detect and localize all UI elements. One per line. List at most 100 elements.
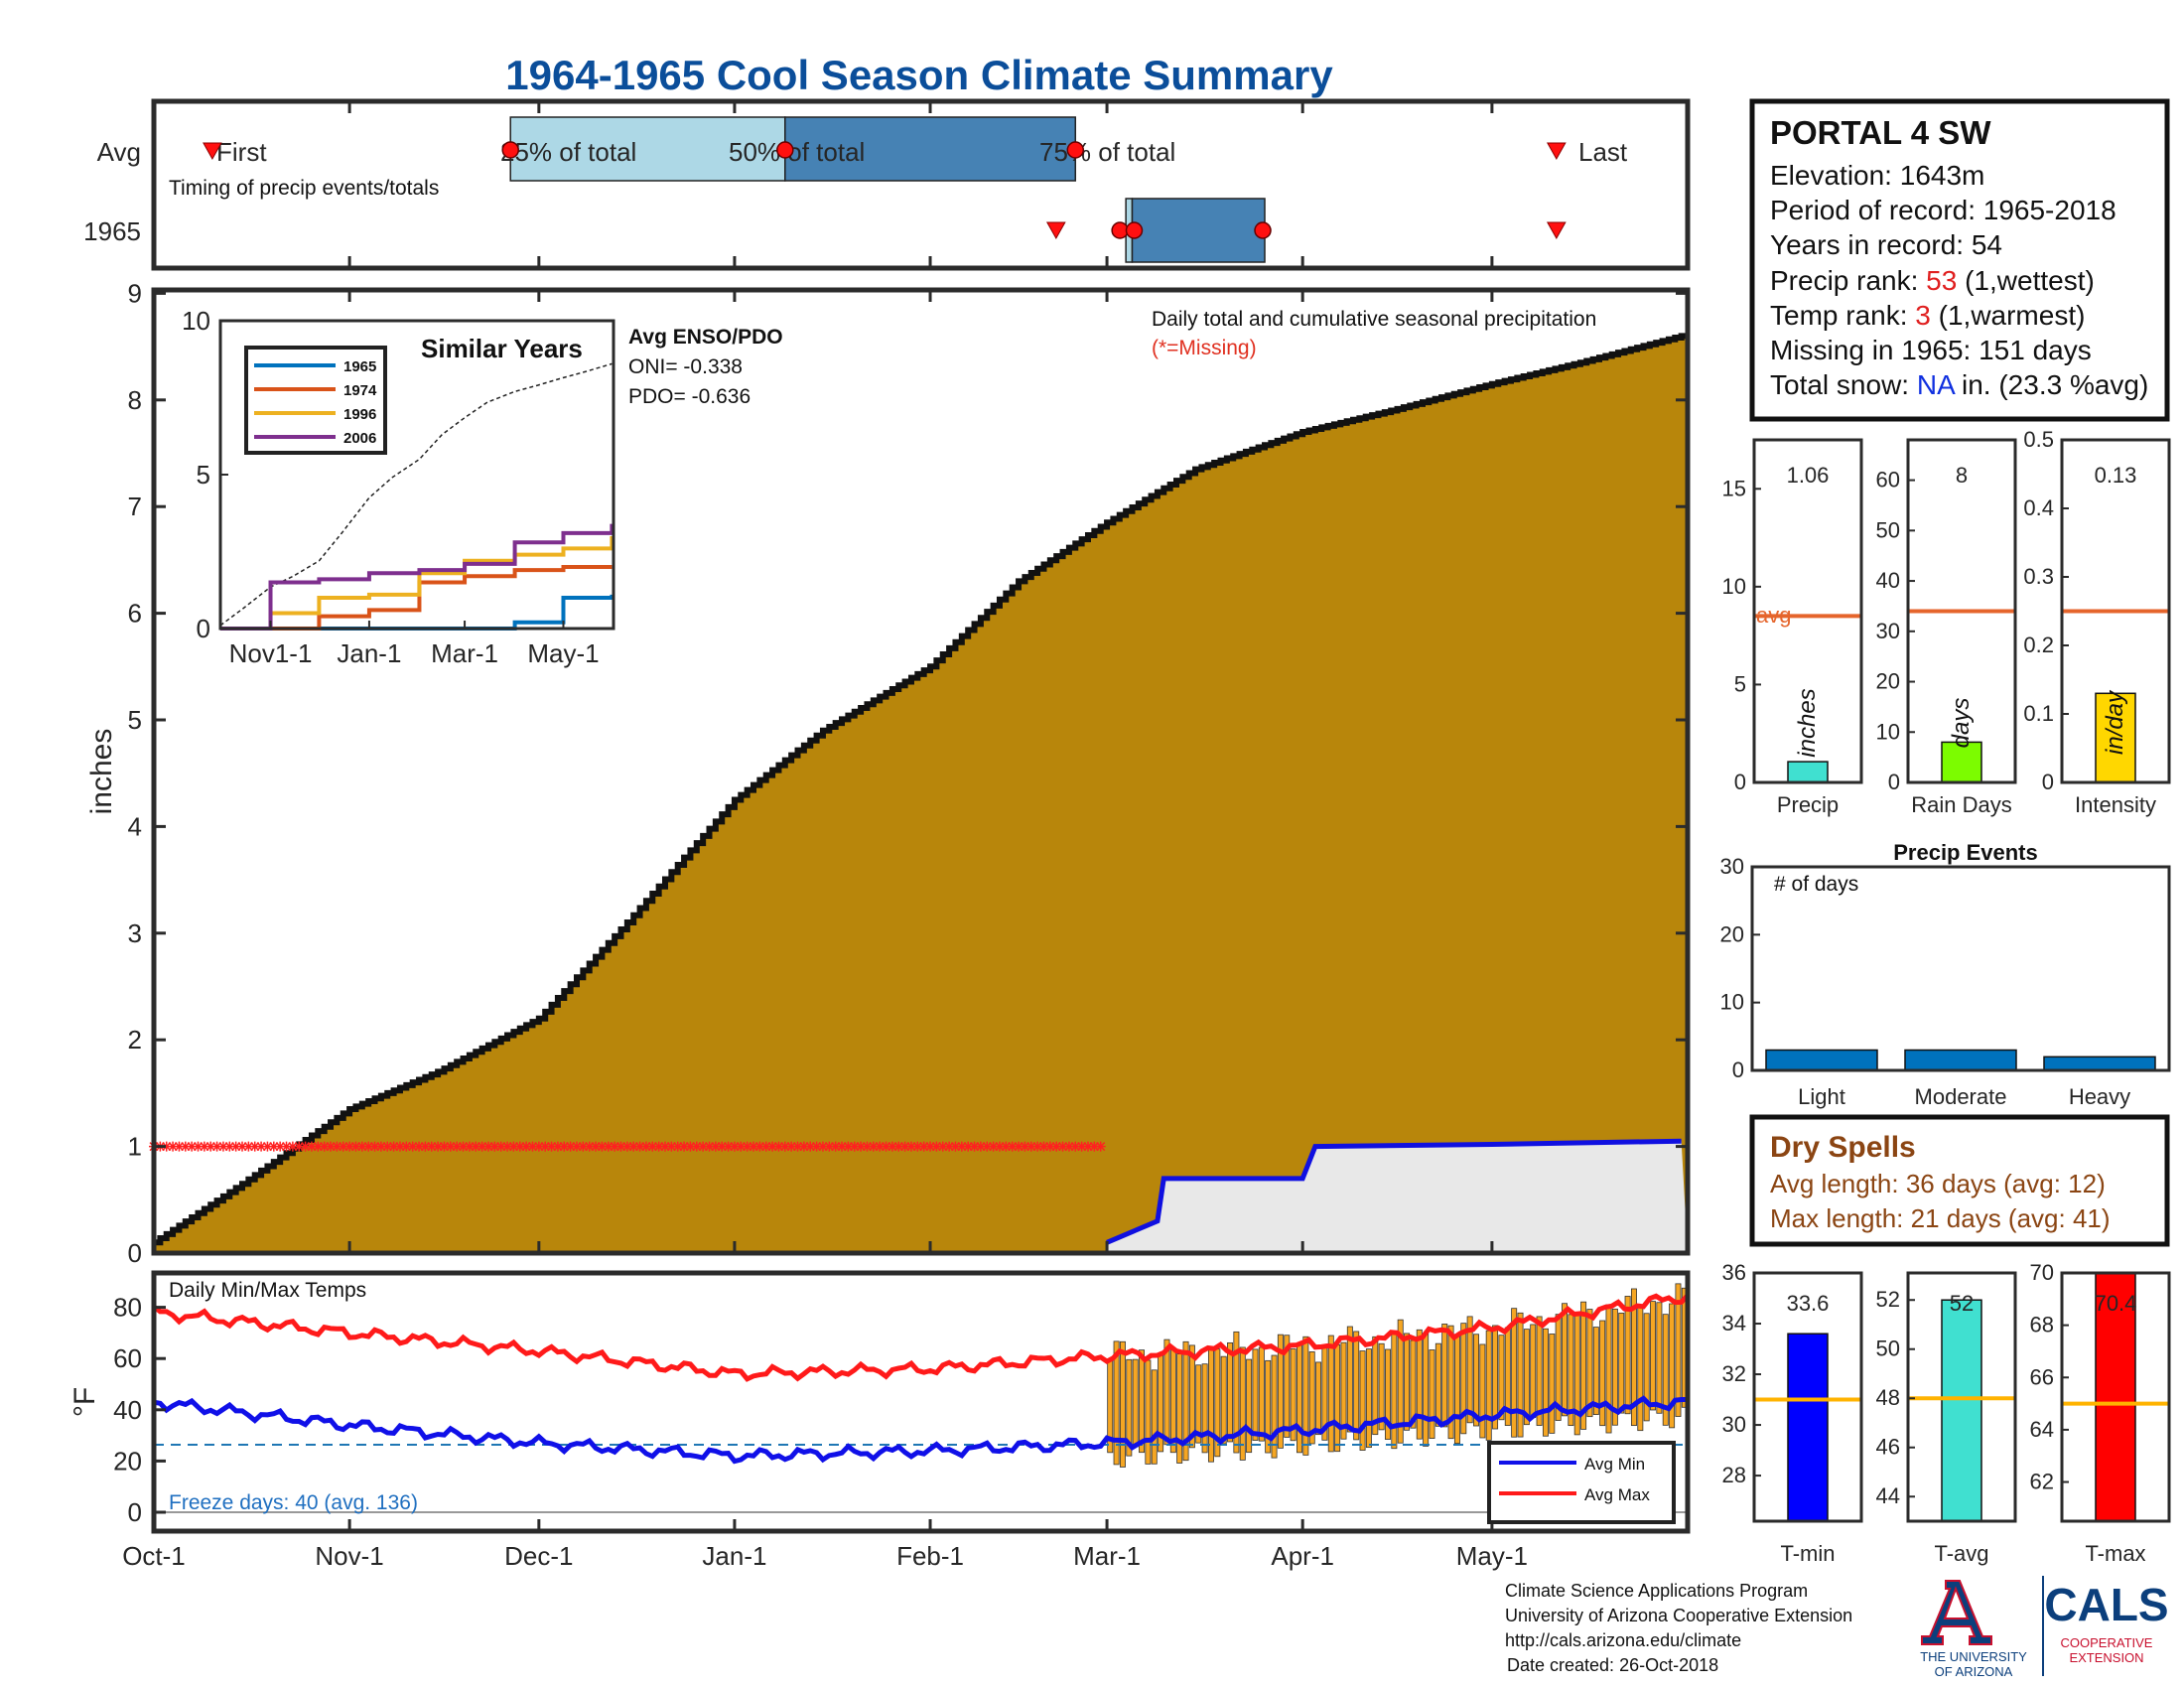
avg-min-line <box>153 1395 1689 1465</box>
temp-panel-frame <box>1752 1271 1863 1523</box>
precip-bar <box>1787 761 1829 783</box>
daily-temp-bar <box>1176 1353 1183 1464</box>
missing-marker <box>754 1141 765 1152</box>
missing-marker <box>420 1141 431 1152</box>
missing-marker <box>294 1141 305 1152</box>
missing-marker <box>887 1141 897 1152</box>
summary-unit: inches <box>1794 688 1821 757</box>
missing-marker <box>760 1141 771 1152</box>
missing-marker <box>180 1141 191 1152</box>
missing-marker <box>868 1141 879 1152</box>
daily-temp-bar <box>1580 1301 1587 1430</box>
missing-marker <box>1089 1141 1100 1152</box>
summary-label: Rain Days <box>1911 792 2011 817</box>
station-info: PORTAL 4 SW Elevation: 1643m Period of r… <box>1749 98 2170 422</box>
legend-min-label: Avg Min <box>1584 1455 1645 1474</box>
missing-marker <box>527 1141 538 1152</box>
avg-q1-box <box>509 116 786 182</box>
missing-marker <box>313 1141 324 1152</box>
summary-panel-frame <box>1906 438 2017 784</box>
temp-summary-value: 33.6 <box>1787 1291 1830 1316</box>
event-bar-light <box>1765 1049 1878 1071</box>
y-tick-label: 4 <box>128 811 142 841</box>
page-title: 1964-1965 Cool Season Climate Summary <box>505 52 1333 98</box>
missing-marker <box>306 1141 317 1152</box>
daily-temp-bar <box>1624 1296 1631 1415</box>
daily-temp-bar <box>1188 1344 1195 1449</box>
missing-marker <box>672 1141 683 1152</box>
missing-marker <box>742 1141 752 1152</box>
daily-temp-bar <box>1340 1341 1347 1440</box>
daily-temp-bar <box>1246 1358 1253 1454</box>
x-tick-label: Jan-1 <box>702 1541 766 1571</box>
summary-panel-frame <box>2060 438 2171 784</box>
daily-temp-bar <box>1675 1283 1682 1417</box>
avg-q2-box <box>784 116 1077 182</box>
summary-tick-label: 15 <box>1722 476 1746 500</box>
daily-temp-bar <box>1302 1336 1309 1456</box>
daily-temp-bar <box>1346 1326 1353 1433</box>
daily-temp-bar <box>1656 1302 1663 1414</box>
missing-marker <box>471 1141 481 1152</box>
missing-marker <box>837 1141 848 1152</box>
missing-marker <box>723 1141 734 1152</box>
missing-marker <box>749 1141 759 1152</box>
missing-marker <box>653 1141 664 1152</box>
daily-temp-bar <box>1290 1348 1297 1442</box>
missing-marker <box>571 1141 582 1152</box>
missing-marker <box>584 1141 595 1152</box>
cals-logo-text: CALS <box>2044 1579 2168 1630</box>
ua-line-2: OF ARIZONA <box>1935 1664 2013 1679</box>
station-elevation: Elevation: 1643m <box>1770 160 1984 191</box>
daily-temp-bars <box>1107 1283 1688 1468</box>
daily-temp-bar <box>1220 1355 1227 1445</box>
missing-marker <box>704 1141 715 1152</box>
precip-chart-note: Daily total and cumulative seasonal prec… <box>1152 308 1596 331</box>
ua-line-1: THE UNIVERSITY <box>1920 1649 2027 1664</box>
daily-temp-bar <box>1460 1323 1467 1435</box>
temp-y-label: 80 <box>113 1293 142 1323</box>
missing-marker <box>193 1141 204 1152</box>
missing-marker <box>224 1141 235 1152</box>
avg-p50-marker <box>776 141 794 159</box>
temp-summary-tick-label: 70 <box>2030 1260 2054 1285</box>
summary-panel-frame <box>1752 438 1863 784</box>
daily-temp-bar <box>1327 1335 1334 1453</box>
year-first-marker <box>1045 221 1066 240</box>
temp-summary-tick-label: 34 <box>1722 1311 1746 1336</box>
timing-frame <box>151 98 1691 271</box>
missing-marker <box>281 1141 292 1152</box>
missing-marker <box>452 1141 463 1152</box>
missing-marker <box>710 1141 721 1152</box>
missing-marker <box>956 1141 967 1152</box>
temp-rank: Temp rank: 3 (1,warmest) <box>1770 300 2085 331</box>
missing-marker <box>767 1141 778 1152</box>
missing-marker <box>982 1141 993 1152</box>
missing-marker <box>1070 1141 1081 1152</box>
summary-tick-label: 10 <box>1722 574 1746 599</box>
missing-marker <box>268 1141 279 1152</box>
daily-temp-bar <box>1195 1364 1202 1444</box>
missing-marker <box>477 1141 487 1152</box>
x-tick-label: Dec-1 <box>504 1541 573 1571</box>
daily-temp-bar <box>1611 1308 1618 1426</box>
missing-marker <box>426 1141 437 1152</box>
missing-marker <box>174 1141 185 1152</box>
summary-bars: 0 5 10 15 1.06 Precip inches 0 10 20 30 40 50 60 8 Rain… <box>1722 427 2171 817</box>
daily-temp-bar <box>1669 1303 1676 1429</box>
total-snow: Total snow: NA in. (23.3 %avg) <box>1770 369 2148 400</box>
station-name: PORTAL 4 SW <box>1770 114 1991 151</box>
y-tick-label: 8 <box>128 385 142 415</box>
y-tick-label: 5 <box>128 705 142 735</box>
daily-temp-bar <box>1429 1349 1435 1439</box>
summary-tick-label: 0.1 <box>2023 701 2054 726</box>
missing-marker <box>205 1141 216 1152</box>
tmax-bar <box>2095 1272 2136 1522</box>
summary-unit: days <box>1948 698 1975 749</box>
summary-label: Intensity <box>2075 792 2156 817</box>
daily-temp-bar <box>1643 1313 1650 1422</box>
temp-panel-frame <box>2060 1271 2171 1523</box>
missing-marker <box>994 1141 1005 1152</box>
temp-y-label: 20 <box>113 1446 142 1476</box>
